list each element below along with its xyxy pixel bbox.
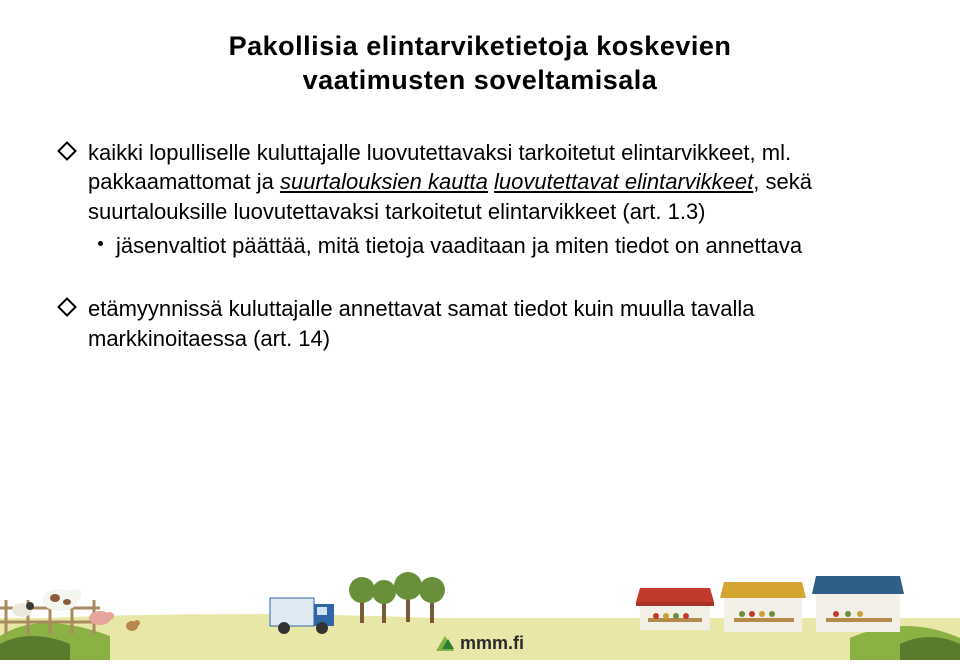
diamond-icon [57, 141, 77, 161]
logo-text: mmm.fi [460, 633, 524, 654]
logo-triangle-icon [436, 636, 454, 651]
slide-title: Pakollisia elintarviketietoja koskevien … [60, 30, 900, 98]
bullet-2: etämyynnissä kuluttajalle annettavat sam… [60, 294, 900, 353]
b1-ital-u2: luovutettavat elintarvikkeet [494, 169, 753, 194]
content: kaikki lopulliselle kuluttajalle luovute… [60, 138, 900, 354]
b2-text: etämyynnissä kuluttajalle annettavat sam… [88, 296, 754, 351]
footer-logo: mmm.fi [436, 633, 524, 654]
dot-icon [98, 241, 103, 246]
title-line1: Pakollisia elintarviketietoja koskevien [229, 31, 732, 61]
bullet-1: kaikki lopulliselle kuluttajalle luovute… [60, 138, 900, 227]
diamond-icon [57, 297, 77, 317]
bullet-1-sub: jäsenvaltiot päättää, mitä tietoja vaadi… [60, 231, 900, 261]
footer-illustration: mmm.fi [0, 540, 960, 660]
b1-sub-text: jäsenvaltiot päättää, mitä tietoja vaadi… [116, 233, 802, 258]
b1-ital-u1: suurtalouksien kautta [280, 169, 488, 194]
title-line2: vaatimusten soveltamisala [303, 65, 658, 95]
